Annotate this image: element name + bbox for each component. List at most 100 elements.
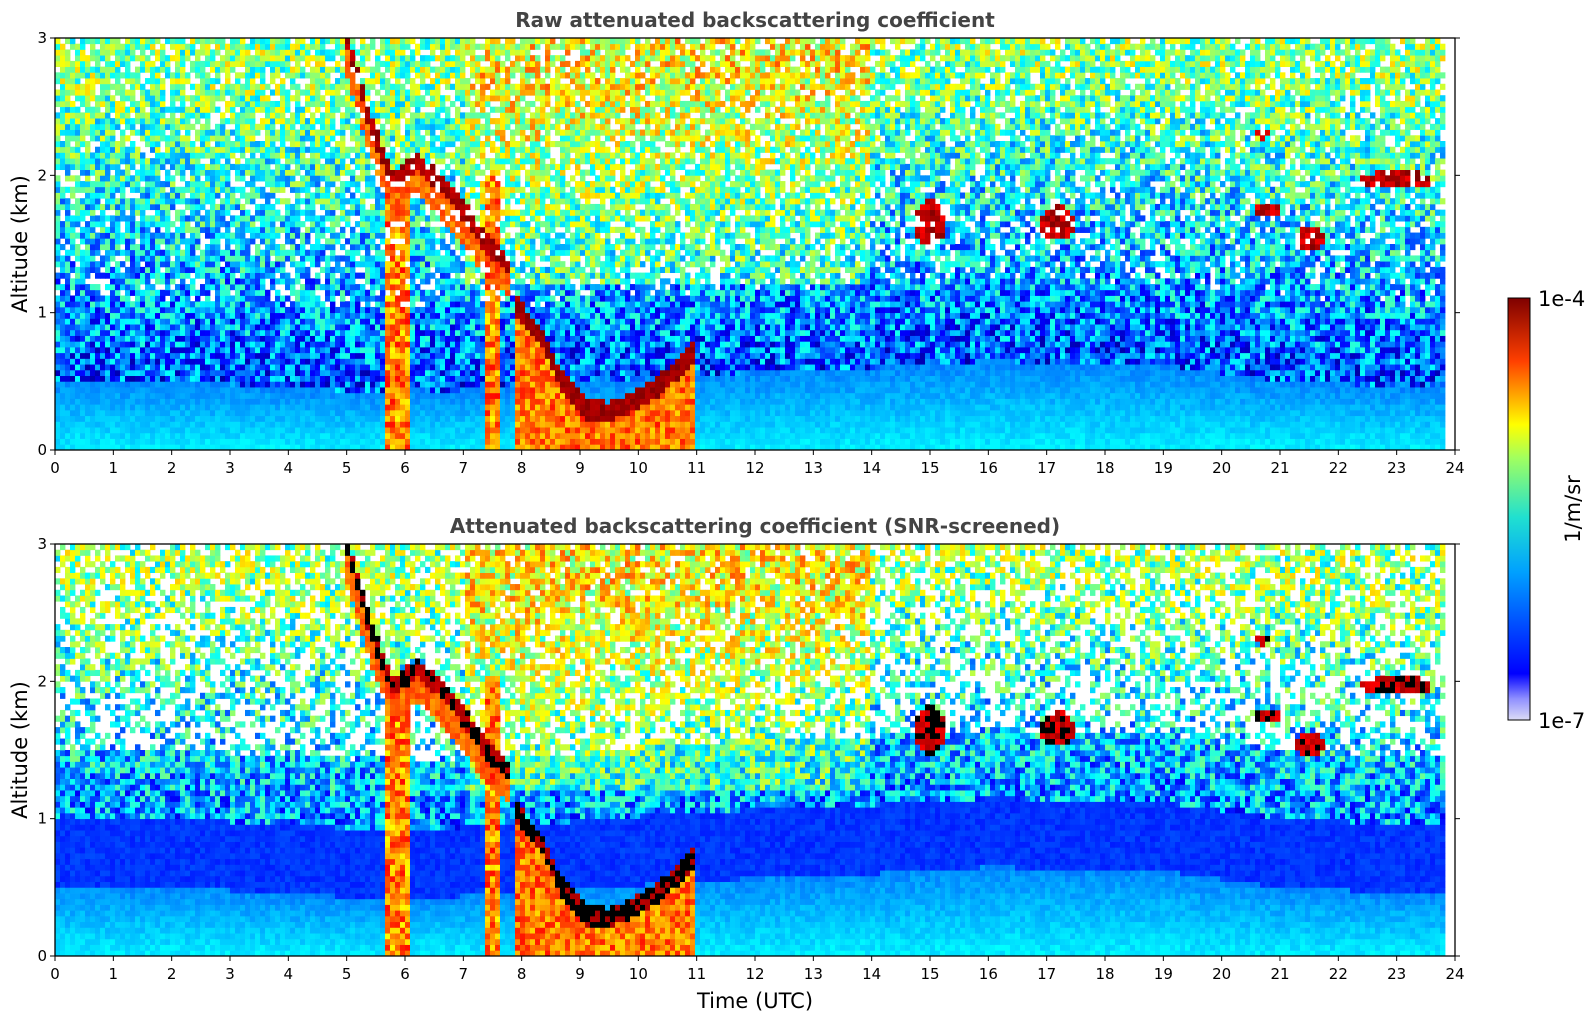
heatmap-cell (190, 49, 196, 56)
heatmap-cell (135, 100, 141, 108)
heatmap-cell (395, 312, 401, 319)
heatmap-cell (240, 329, 246, 336)
heatmap-cell (280, 409, 286, 417)
heatmap-cell (290, 255, 296, 262)
heatmap-cell (90, 152, 96, 159)
heatmap-cell (390, 112, 396, 119)
heatmap-cell (235, 249, 241, 256)
heatmap-cell (405, 375, 411, 382)
heatmap-cell (330, 427, 336, 434)
heatmap-cell (385, 66, 391, 73)
heatmap-cell (285, 427, 291, 434)
heatmap-cell (345, 186, 351, 193)
heatmap-cell (85, 421, 91, 428)
heatmap-cell (305, 312, 311, 319)
heatmap-cell (285, 381, 291, 388)
heatmap-cell (395, 278, 401, 285)
heatmap-cell (130, 444, 136, 450)
heatmap-cell (275, 83, 281, 90)
heatmap-cell (360, 238, 366, 245)
heatmap-cell (385, 427, 391, 434)
heatmap-cell (330, 152, 336, 159)
heatmap-cell (135, 347, 141, 354)
heatmap-cell (365, 95, 371, 102)
heatmap-cell (330, 118, 336, 125)
heatmap-cell (405, 55, 411, 62)
heatmap-cell (330, 66, 336, 73)
heatmap-cell (170, 95, 176, 102)
heatmap-cell (80, 232, 86, 239)
heatmap-cell (195, 318, 201, 325)
heatmap-cell (190, 106, 196, 113)
heatmap-cell (440, 198, 446, 205)
heatmap-cell (185, 112, 191, 119)
heatmap-cell (275, 369, 281, 377)
heatmap-cell (55, 118, 61, 125)
heatmap-cell (400, 438, 406, 445)
heatmap-cell (145, 278, 151, 285)
heatmap-cell (350, 375, 356, 382)
heatmap-cell (395, 198, 401, 205)
heatmap-cell (60, 261, 66, 268)
heatmap-cell (325, 141, 331, 148)
heatmap-cell (250, 347, 256, 354)
heatmap-cell (75, 158, 81, 165)
heatmap-cell (315, 392, 321, 399)
heatmap-cell (355, 261, 361, 268)
heatmap-cell (140, 347, 146, 354)
heatmap-cell (190, 266, 196, 274)
heatmap-cell (430, 163, 436, 171)
heatmap-cell (150, 215, 156, 222)
heatmap-cell (90, 387, 96, 394)
heatmap-cell (370, 266, 376, 274)
heatmap-cell (300, 181, 306, 188)
heatmap-cell (325, 238, 331, 245)
heatmap-cell (320, 66, 326, 73)
heatmap-cell (300, 409, 306, 417)
heatmap-cell (390, 158, 396, 165)
heatmap-cell (125, 38, 131, 45)
heatmap-cell (140, 244, 146, 251)
heatmap-cell (315, 421, 321, 428)
heatmap-cell (70, 249, 76, 256)
heatmap-cell (250, 141, 256, 148)
heatmap-cell (155, 244, 161, 251)
heatmap-cell (415, 438, 421, 445)
heatmap-cell (320, 427, 326, 434)
heatmap-cell (165, 409, 171, 417)
heatmap-cell (220, 438, 226, 445)
heatmap-cell (210, 60, 216, 68)
heatmap-cell (380, 432, 386, 439)
heatmap-cell (415, 261, 421, 268)
heatmap-cell (280, 329, 286, 336)
heatmap-cell (360, 421, 366, 428)
heatmap-cell (155, 100, 161, 108)
heatmap-cell (275, 312, 281, 319)
heatmap-cell (65, 444, 71, 450)
heatmap-cell (235, 38, 241, 45)
heatmap-cell (55, 135, 61, 142)
heatmap-cell (390, 123, 396, 130)
heatmap-cell (175, 244, 181, 251)
heatmap-cell (100, 261, 106, 268)
heatmap-cell (210, 409, 216, 417)
heatmap-cell (390, 198, 396, 205)
heatmap-cell (120, 181, 126, 188)
heatmap-cell (285, 163, 291, 171)
heatmap-cell (95, 387, 101, 394)
heatmap-cell (415, 244, 421, 251)
heatmap-cell (380, 83, 386, 90)
heatmap-cell (245, 312, 251, 319)
heatmap-cell (395, 415, 401, 422)
heatmap-cell (70, 135, 76, 142)
heatmap-cell (90, 444, 96, 450)
heatmap-cell (140, 266, 146, 274)
heatmap-cell (230, 60, 236, 68)
heatmap-cell (150, 358, 156, 365)
heatmap-cell (315, 100, 321, 108)
heatmap-cell (345, 284, 351, 291)
heatmap-cell (335, 175, 341, 182)
heatmap-cell (220, 181, 226, 188)
heatmap-cell (285, 278, 291, 285)
heatmap-cell (350, 43, 356, 50)
